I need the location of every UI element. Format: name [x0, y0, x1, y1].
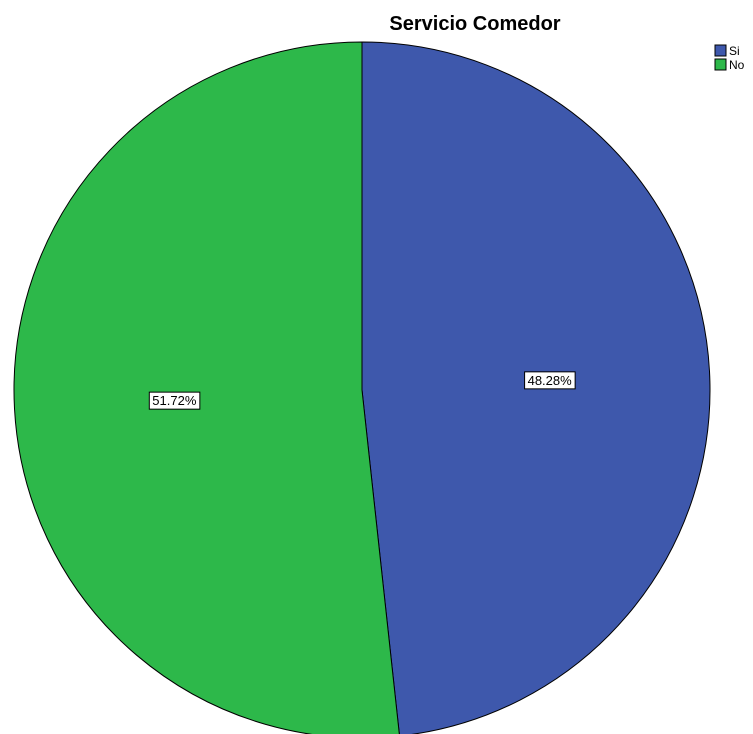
data-label-box	[524, 371, 576, 390]
legend-swatch	[714, 44, 727, 57]
data-label-si: 48.28%	[524, 371, 576, 390]
pie-slice-no	[13, 41, 400, 734]
data-label-text: 51.72%	[152, 393, 197, 408]
data-label-no: 51.72%	[148, 391, 201, 410]
pie-data-labels: 48.28% 51.72%	[148, 371, 576, 410]
legend-swatch	[714, 58, 727, 71]
data-label-text: 48.28%	[528, 373, 573, 388]
legend-label: No	[729, 58, 745, 72]
chart-title: Servicio Comedor	[389, 13, 560, 35]
legend-item-si: Si	[714, 44, 740, 58]
legend-label: Si	[729, 44, 740, 58]
legend-item-no: No	[714, 58, 745, 72]
pie-slices	[13, 41, 711, 734]
data-label-box	[148, 391, 201, 410]
